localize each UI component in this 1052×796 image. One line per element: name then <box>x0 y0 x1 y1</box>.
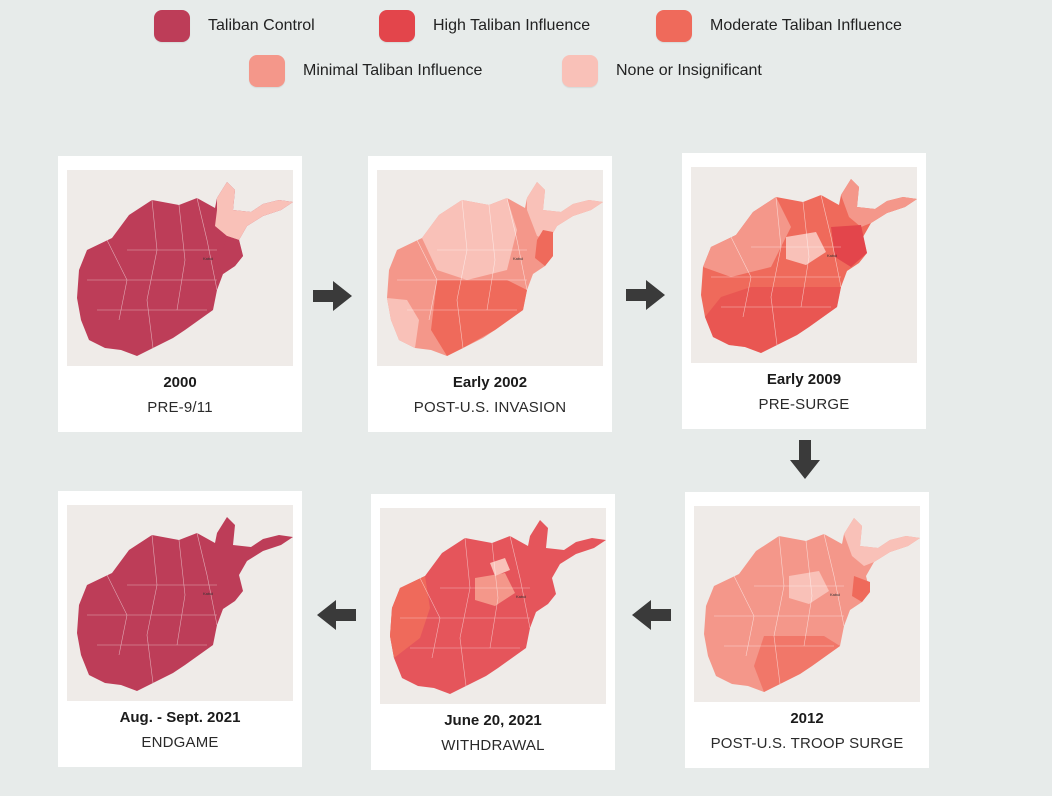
kabul-label: Kabul <box>830 592 840 597</box>
panel-early-2009: Kabul Early 2009 PRE-SURGE <box>682 153 926 429</box>
panel-year: June 20, 2021 <box>444 712 542 729</box>
map-aug-sept-2021: Kabul <box>67 505 293 701</box>
panel-subtitle: ENDGAME <box>141 734 219 751</box>
legend-swatch <box>656 10 692 42</box>
afghanistan-map: Kabul <box>77 517 293 691</box>
afghanistan-map: Kabul <box>704 518 920 692</box>
legend-swatch <box>562 55 598 87</box>
arrow-down-icon <box>790 440 820 479</box>
map-early-2009: Kabul <box>691 167 917 363</box>
legend-item-taliban-control: Taliban Control <box>154 10 315 42</box>
legend-item-minimal-influence: Minimal Taliban Influence <box>249 55 482 87</box>
legend-swatch <box>379 10 415 42</box>
arrow-left-icon <box>317 600 356 630</box>
kabul-label: Kabul <box>513 256 523 261</box>
arrow-right-icon <box>313 281 352 311</box>
panel-year: 2012 <box>790 710 824 727</box>
legend-swatch <box>249 55 285 87</box>
kabul-label: Kabul <box>516 594 526 599</box>
panel-june-2021: Kabul June 20, 2021 WITHDRAWAL <box>371 494 615 770</box>
map-early-2002: Kabul <box>377 170 603 366</box>
panel-early-2002: Kabul Early 2002 POST-U.S. INVASION <box>368 156 612 432</box>
kabul-label: Kabul <box>203 591 213 596</box>
panel-2000: Kabul 2000 PRE-9/11 <box>58 156 302 432</box>
kabul-label: Kabul <box>827 253 837 258</box>
panel-year: 2000 <box>163 374 197 391</box>
panel-subtitle: POST-U.S. INVASION <box>413 399 567 416</box>
legend-label: Minimal Taliban Influence <box>303 62 483 79</box>
afghanistan-map: Kabul <box>701 179 917 353</box>
legend-label: Taliban Control <box>208 17 315 34</box>
panel-year: Aug. - Sept. 2021 <box>119 709 241 726</box>
panel-2012: Kabul 2012 POST-U.S. TROOP SURGE <box>685 492 929 768</box>
panel-subtitle: PRE-SURGE <box>758 396 850 413</box>
legend-item-none: None or Insignificant <box>562 55 762 87</box>
kabul-label: Kabul <box>203 256 213 261</box>
panel-aug-sept-2021: Kabul Aug. - Sept. 2021 ENDGAME <box>58 491 302 767</box>
map-june-2021: Kabul <box>380 508 606 704</box>
legend-item-high-influence: High Taliban Influence <box>379 10 590 42</box>
legend-swatch <box>154 10 190 42</box>
arrow-left-icon <box>632 600 671 630</box>
legend-item-moderate-influence: Moderate Taliban Influence <box>656 10 902 42</box>
map-2000: Kabul <box>67 170 293 366</box>
panel-year: Early 2002 <box>452 374 528 391</box>
panel-subtitle: PRE-9/11 <box>147 399 213 416</box>
legend-label: Moderate Taliban Influence <box>710 17 902 34</box>
map-2012: Kabul <box>694 506 920 702</box>
afghanistan-map: Kabul <box>77 182 293 356</box>
arrow-right-icon <box>626 280 665 310</box>
legend-label: High Taliban Influence <box>433 17 591 34</box>
legend-label: None or Insignificant <box>616 62 762 79</box>
panel-subtitle: WITHDRAWAL <box>441 737 545 754</box>
afghanistan-map: Kabul <box>387 182 603 356</box>
panel-year: Early 2009 <box>766 371 842 388</box>
afghanistan-map: Kabul <box>390 520 606 694</box>
panel-subtitle: POST-U.S. TROOP SURGE <box>710 735 904 752</box>
